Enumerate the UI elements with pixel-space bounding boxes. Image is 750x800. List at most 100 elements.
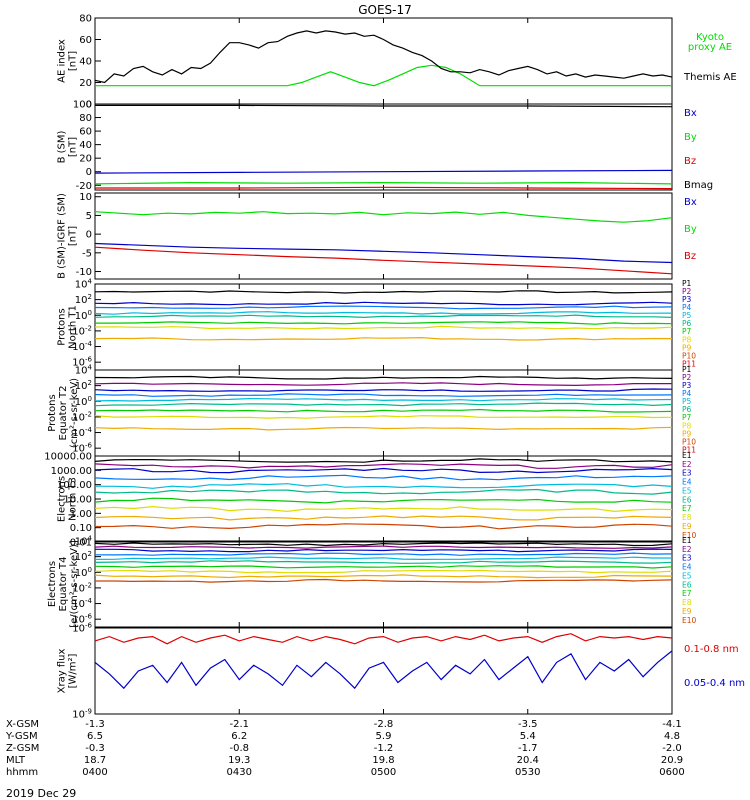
date-label: 2019 Dec 29 (6, 787, 76, 800)
channel-line (94, 388, 673, 392)
panel-frame (94, 17, 673, 105)
legend-label: Bmag (684, 180, 713, 191)
legend-label: E4 (682, 563, 692, 572)
y-axis-label-line: [nT] (68, 226, 79, 246)
channel-line (94, 497, 673, 504)
series-line (94, 633, 673, 645)
legend-label: P4 (682, 389, 692, 398)
channel-line (95, 548, 673, 553)
channel-line (94, 426, 673, 431)
y-tick-label: 60 (79, 127, 92, 138)
axis-row-value: 20.4 (517, 755, 539, 766)
y-axis-label-line: [nT] (68, 51, 79, 71)
axis-row-value: 20.9 (661, 755, 683, 766)
y-axis-label-line: Electrons (47, 561, 58, 607)
legend-label: P4 (682, 303, 692, 312)
legend-label: E10 (682, 616, 697, 625)
axis-row-value: -1.2 (374, 743, 394, 754)
series-line (94, 650, 673, 690)
legend-label: P6 (682, 319, 692, 328)
series-line (94, 211, 673, 223)
y-tick-label: 10-2 (72, 581, 92, 594)
legend-label: P9 (682, 429, 692, 438)
axis-row-value: 0500 (371, 767, 396, 778)
channel-line (94, 314, 673, 319)
legend-label: By (684, 224, 697, 235)
axis-row-value: 0600 (659, 767, 684, 778)
axis-row-value: -2.0 (662, 743, 682, 754)
legend-label: P5 (682, 311, 692, 320)
y-tick-label: 0 (86, 230, 92, 241)
axis-row-value: 5.9 (376, 731, 392, 742)
legend-label: P2 (682, 287, 692, 296)
legend-label: P7 (682, 413, 692, 422)
axis-row-value: 0530 (515, 767, 540, 778)
y-tick-label: 100 (75, 566, 92, 579)
legend-label: Bz (684, 251, 696, 262)
y-axis-label-line: [W/m²] (68, 653, 79, 688)
channel-line (94, 574, 673, 579)
legend-label: P2 (682, 373, 692, 382)
legend-label: E7 (682, 589, 692, 598)
legend-label: E9 (682, 607, 692, 616)
channel-line (94, 569, 673, 574)
axis-row-value: -2.8 (374, 719, 394, 730)
y-tick-label: 102 (75, 550, 92, 563)
legend-label: 0.1-0.8 nm (684, 644, 739, 655)
y-tick-label: 0 (86, 100, 92, 111)
channel-line (94, 467, 673, 474)
legend-label: P5 (682, 397, 692, 406)
channel-line (95, 578, 673, 583)
y-axis-label-line: [nT] (68, 137, 79, 157)
y-tick-label: 100 (75, 309, 92, 322)
legend-label: E4 (682, 478, 692, 487)
y-axis-label-line: Equator T4 (58, 557, 69, 612)
axis-row-label: X-GSM (6, 719, 39, 730)
legend-label: E9 (682, 522, 692, 531)
channel-line (94, 325, 673, 330)
y-tick-label: 104 (75, 364, 93, 377)
channel-line (94, 301, 673, 306)
legend-label: P10 (682, 351, 696, 360)
y-tick-label: 104 (75, 278, 93, 291)
y-axis-label: AE index [nT] (57, 39, 79, 83)
y-tick-label: 5 (86, 211, 92, 222)
axis-row-label: MLT (6, 755, 26, 766)
y-axis-label: B (SM)-IGRF (SM) [nT] (57, 193, 79, 279)
channel-line (94, 336, 673, 341)
y-axis-label-line: B (SM)-IGRF (SM) (57, 193, 68, 279)
y-tick-label: 1.00 (70, 509, 92, 520)
y-tick-label: 10.00 (63, 495, 92, 506)
y-axis-label-line: Equator T2 (58, 386, 69, 441)
legend-label: E2 (682, 545, 692, 554)
series-line (94, 181, 673, 185)
axis-row-value: 5.4 (520, 731, 536, 742)
legend-label: Bx (684, 108, 697, 119)
y-tick-label: 100 (73, 100, 92, 111)
panel-frame (94, 192, 673, 280)
y-axis-label: B (SM) [nT] (57, 130, 79, 163)
series-line (94, 169, 673, 174)
y-tick-label: 10 (79, 192, 92, 203)
legend-label: E3 (682, 469, 692, 478)
series-line (94, 30, 673, 84)
y-axis-label-line: Protons (47, 394, 58, 431)
channel-line (94, 290, 673, 294)
y-tick-label: 10-4 (72, 340, 92, 353)
legend-label: E5 (682, 486, 692, 495)
channel-line (94, 408, 673, 413)
channel-line (94, 375, 673, 380)
y-axis-label-line: AE index (57, 39, 68, 83)
series-line (95, 64, 672, 87)
y-axis-label-line: Xray flux (57, 649, 68, 694)
axis-row-value: -0.3 (85, 743, 105, 754)
y-tick-label: 80 (79, 113, 92, 124)
y-tick-label: 40 (79, 140, 92, 151)
y-tick-label: 1000.00 (51, 466, 92, 477)
legend-label: By (684, 132, 697, 143)
y-tick-label: 10-4 (72, 597, 92, 610)
channel-line (94, 523, 673, 530)
channel-line (94, 560, 673, 564)
legend-label: E10 (682, 531, 697, 540)
